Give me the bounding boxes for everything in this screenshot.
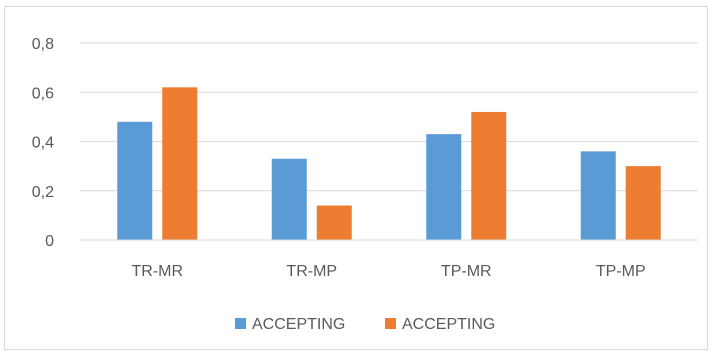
bar-tp-mp-series-2: [625, 166, 661, 240]
x-tick-label: TR-MR: [131, 263, 183, 280]
legend: ACCEPTING ACCEPTING: [235, 316, 495, 333]
bar-tp-mr-series-1: [426, 134, 462, 240]
bar-tr-mr-series-1: [117, 121, 153, 240]
legend-label: ACCEPTING: [402, 316, 495, 333]
y-tick-label: 0,4: [32, 135, 54, 152]
y-tick-label: 0,2: [32, 184, 54, 201]
x-tick-label: TR-MP: [286, 263, 337, 280]
y-tick-label: 0: [45, 233, 54, 250]
bars: [117, 87, 661, 240]
y-tick-label: 0,8: [32, 36, 54, 53]
y-axis-ticks: 0 0,2 0,4 0,6 0,8: [32, 36, 54, 250]
x-tick-label: TP-MP: [596, 263, 646, 280]
bar-tp-mp-series-1: [580, 151, 616, 240]
legend-label: ACCEPTING: [252, 316, 345, 333]
bar-tr-mr-series-2: [162, 87, 198, 240]
legend-swatch: [235, 318, 246, 329]
legend-swatch: [385, 318, 396, 329]
bar-tr-mp-series-1: [271, 158, 307, 240]
bar-tr-mp-series-2: [316, 205, 352, 240]
bar-tp-mr-series-2: [471, 111, 507, 240]
x-axis-ticks: TR-MR TR-MP TP-MR TP-MP: [131, 263, 645, 280]
y-tick-label: 0,6: [32, 85, 54, 102]
x-tick-label: TP-MR: [441, 263, 492, 280]
